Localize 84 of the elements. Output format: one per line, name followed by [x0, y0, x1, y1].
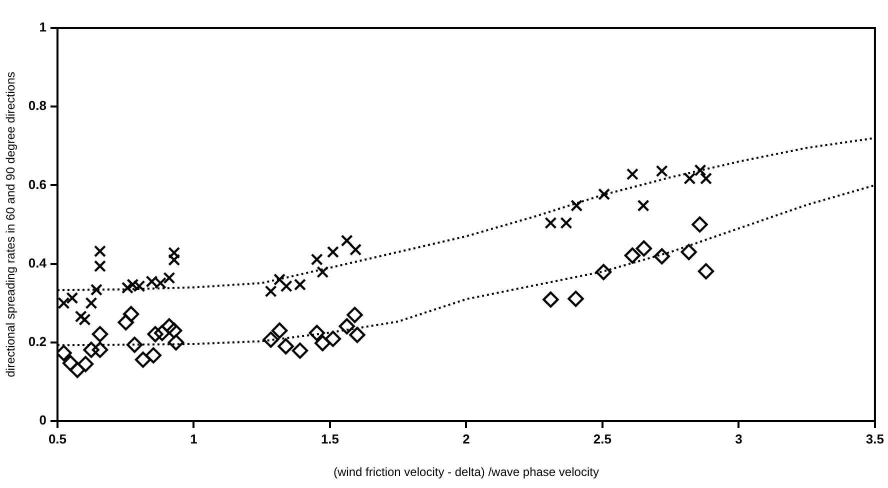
- x-tick-label: 2: [462, 431, 470, 446]
- point: [62, 355, 79, 372]
- point: [680, 244, 697, 260]
- point: [346, 306, 363, 323]
- point: [77, 356, 94, 372]
- point: [122, 306, 140, 322]
- x-tick-label: 1: [190, 431, 198, 446]
- point: [166, 322, 182, 339]
- point: [624, 247, 641, 264]
- point: [656, 165, 668, 178]
- point: [326, 246, 340, 258]
- point: [154, 324, 170, 342]
- point: [92, 326, 108, 342]
- point: [92, 342, 108, 358]
- point: [74, 310, 87, 323]
- point: [349, 326, 366, 344]
- point: [57, 344, 72, 362]
- point: [83, 342, 100, 358]
- point: [698, 263, 714, 280]
- point: [154, 277, 167, 290]
- point: [126, 278, 139, 291]
- point: [58, 297, 70, 310]
- point: [324, 330, 342, 347]
- x-tick-label: 1.5: [320, 431, 340, 446]
- point: [350, 244, 362, 256]
- y-tick-label: 0.2: [28, 334, 46, 349]
- x-axis-title: (wind friction velocity - delta) /wave phase velocity: [333, 465, 599, 480]
- y-tick-label: 0.8: [28, 98, 46, 114]
- point: [692, 216, 708, 233]
- x-tick-label: 0.5: [48, 431, 67, 446]
- point: [264, 285, 277, 298]
- point: [338, 318, 355, 334]
- point: [121, 282, 134, 294]
- point: [94, 260, 106, 272]
- point: [570, 200, 583, 212]
- point: [316, 266, 329, 278]
- point: [598, 188, 610, 200]
- point: [163, 272, 176, 284]
- point: [147, 326, 164, 342]
- point: [271, 322, 288, 339]
- point: [90, 284, 102, 296]
- point: [146, 275, 158, 288]
- point: [294, 278, 306, 291]
- point: [280, 280, 292, 292]
- point: [542, 291, 559, 308]
- point: [274, 273, 286, 286]
- point: [694, 164, 706, 176]
- x-tick-label: 3.5: [866, 431, 884, 446]
- point: [636, 240, 652, 257]
- point: [544, 216, 557, 229]
- point: [168, 334, 184, 350]
- point: [78, 314, 91, 326]
- y-tick-label: 0: [39, 412, 46, 428]
- point: [292, 342, 308, 359]
- x-tick-label: 3: [735, 431, 742, 446]
- point: [637, 200, 650, 212]
- point: [568, 290, 584, 307]
- point: [700, 172, 712, 185]
- point: [126, 336, 143, 353]
- point: [94, 245, 106, 258]
- y-axis-title: directional spreading rates in 60 and 90 degree directions: [4, 72, 18, 378]
- y-tick-label: 0.6: [28, 176, 46, 192]
- point: [308, 324, 325, 342]
- point: [262, 332, 279, 348]
- point: [85, 297, 98, 310]
- point: [626, 168, 638, 180]
- point: [133, 280, 146, 292]
- point: [595, 264, 612, 280]
- point: [314, 335, 331, 352]
- y-tick-label: 1: [39, 20, 46, 35]
- point: [66, 292, 78, 304]
- point: [310, 253, 323, 266]
- x-tick-label: 2.5: [593, 431, 612, 446]
- point: [560, 216, 572, 229]
- point: [145, 347, 162, 364]
- point: [684, 172, 696, 185]
- point: [654, 248, 670, 264]
- point: [278, 338, 294, 354]
- point: [340, 234, 353, 247]
- y-tick-label: 0.4: [28, 255, 48, 270]
- point: [161, 318, 178, 334]
- point: [134, 352, 152, 368]
- point: [118, 314, 134, 330]
- point: [69, 362, 86, 378]
